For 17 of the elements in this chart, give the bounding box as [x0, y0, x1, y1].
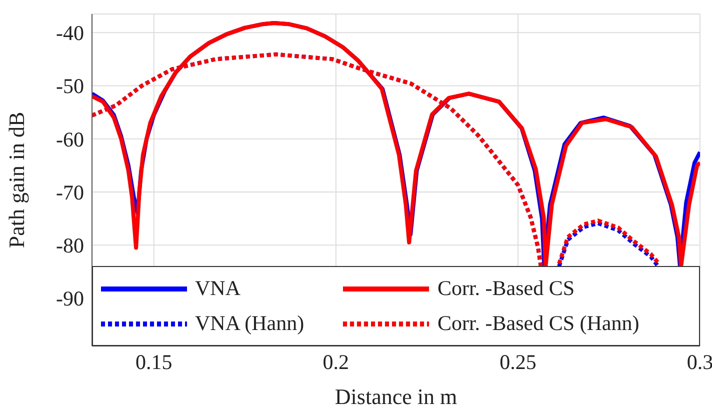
line-series [92, 21, 700, 268]
legend-label: Corr. -Based CS (Hann) [437, 311, 640, 336]
legend-label: VNA [195, 276, 240, 301]
y-tick-label: -80 [56, 234, 84, 258]
legend-label: VNA (Hann) [195, 311, 304, 336]
x-tick-label: 0.25 [500, 350, 536, 374]
legend-label: Corr. -Based CS [437, 276, 575, 301]
y-axis-title: Path gain in dB [4, 112, 29, 248]
y-tick-label: -60 [56, 127, 84, 152]
x-tick-label: 0.2 [322, 350, 350, 374]
y-tick-label: -40 [56, 21, 84, 46]
x-tick-label: 0.15 [136, 350, 172, 374]
y-tick-label: -50 [56, 74, 84, 98]
x-tick-label: 0.3 [686, 350, 712, 374]
y-tick-label: -70 [56, 180, 84, 204]
x-axis-title: Distance in m [334, 384, 458, 409]
y-tick-label: -90 [56, 286, 84, 311]
